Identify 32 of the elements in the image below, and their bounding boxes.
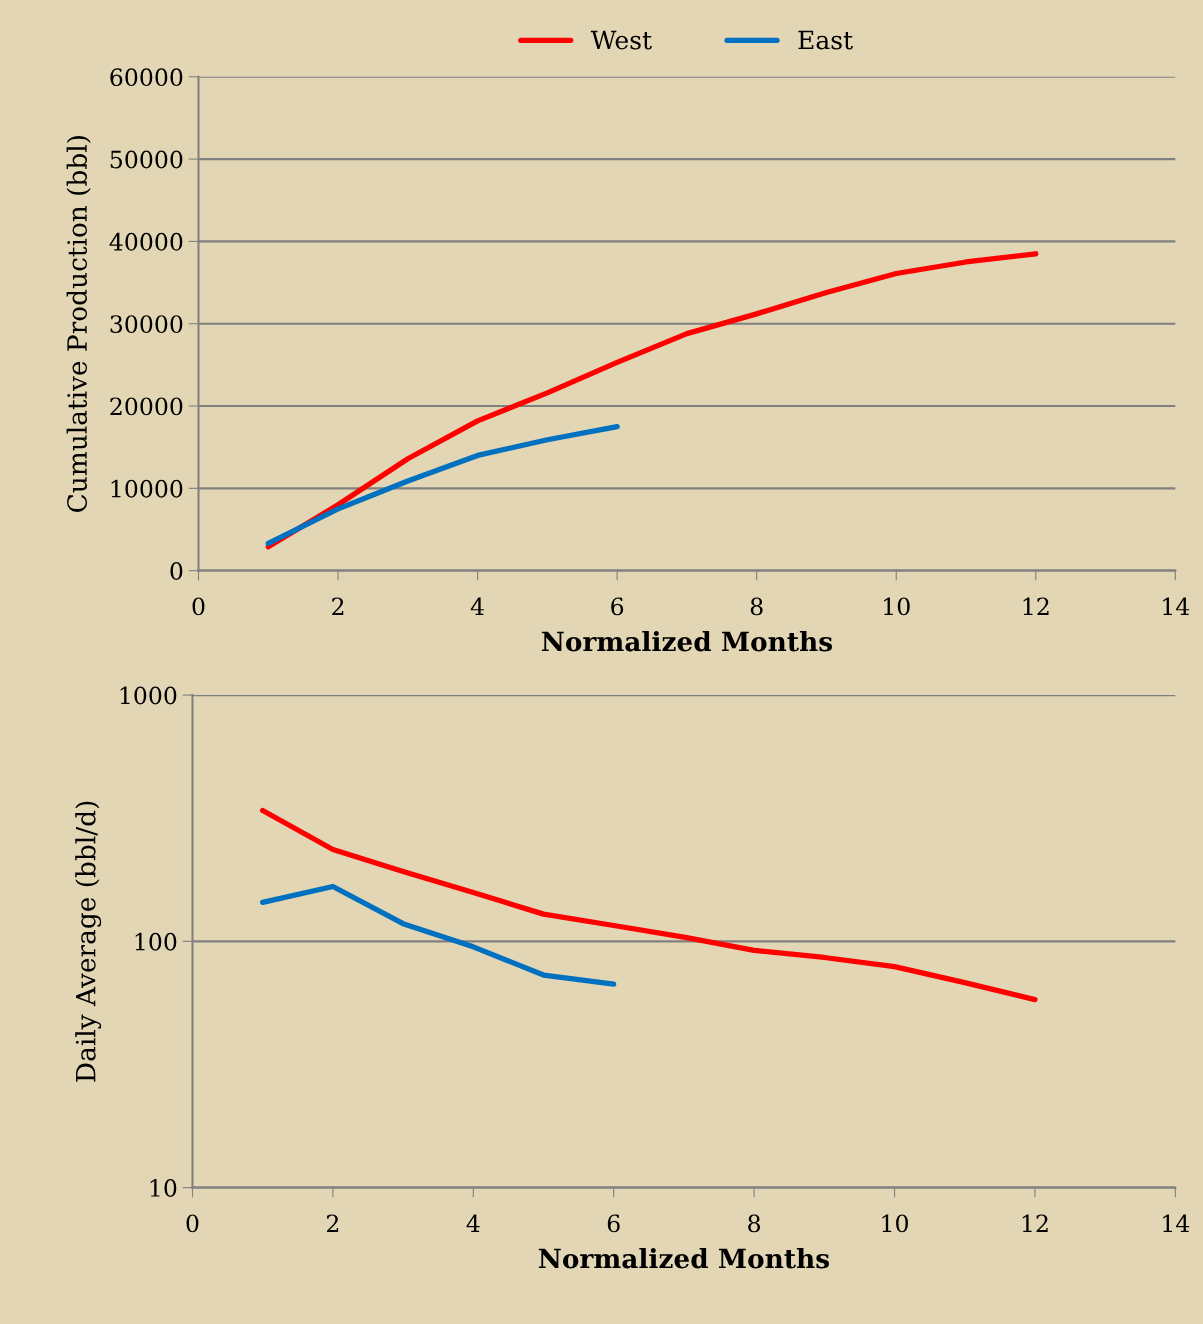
y-tick-label: 10 xyxy=(150,1179,177,1197)
x-tick-label: 0 xyxy=(192,597,205,616)
x-tick-label: 6 xyxy=(611,597,624,616)
x-axis-title: Normalized Months xyxy=(538,1247,829,1269)
y-axis-title: Daily Average (bbl/d) xyxy=(75,801,102,1082)
x-tick-label: 10 xyxy=(882,1214,908,1233)
x-tick-label: 2 xyxy=(326,1214,339,1232)
x-tick-label: 4 xyxy=(466,1214,480,1232)
x-tick-label: 8 xyxy=(748,1214,761,1233)
x-tick-label: 6 xyxy=(607,1214,620,1233)
x-axis-title: Normalized Months xyxy=(541,631,832,652)
legend-label: East xyxy=(798,30,853,50)
y-tick-label: 50000 xyxy=(110,150,183,169)
y-tick-label: 0 xyxy=(170,562,183,580)
y-tick-label: 10000 xyxy=(111,479,183,498)
y-tick-label: 30000 xyxy=(110,315,183,334)
legend-label: West xyxy=(590,30,652,50)
x-tick-label: 12 xyxy=(1022,1214,1048,1232)
y-tick-label: 40000 xyxy=(109,232,183,251)
y-axis-title: Cumulative Production (bbl) xyxy=(66,136,91,512)
x-tick-label: 14 xyxy=(1163,1214,1190,1232)
x-tick-label: 12 xyxy=(1023,597,1049,615)
y-tick-label: 1000 xyxy=(120,686,177,705)
x-tick-label: 0 xyxy=(186,1214,199,1233)
y-tick-label: 100 xyxy=(135,932,177,951)
x-tick-label: 10 xyxy=(884,597,910,616)
x-tick-label: 4 xyxy=(470,597,484,615)
x-tick-label: 14 xyxy=(1163,597,1190,615)
y-tick-label: 60000 xyxy=(110,68,183,87)
x-tick-label: 2 xyxy=(332,597,344,615)
x-tick-label: 8 xyxy=(750,597,763,616)
y-tick-label: 20000 xyxy=(110,397,183,416)
